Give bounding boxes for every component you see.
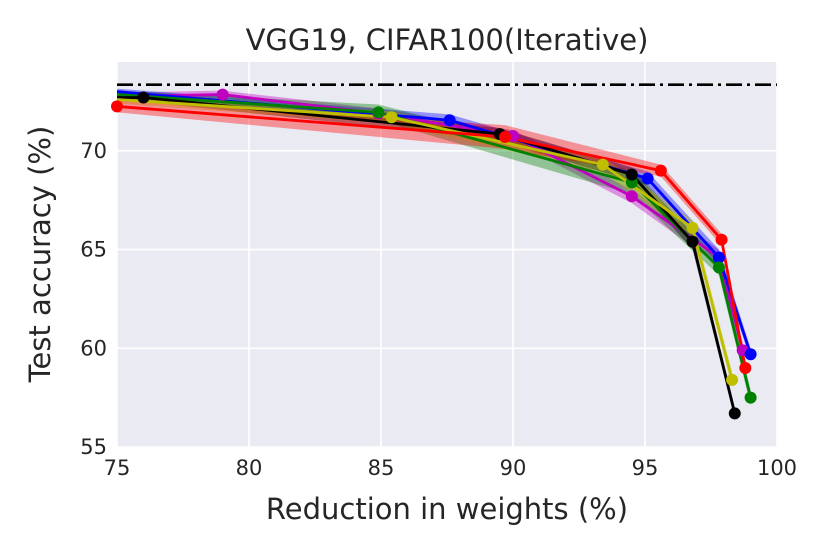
y-tick-label: 70 [80, 139, 107, 163]
y-tick-label: 65 [80, 238, 107, 262]
data-point-blue [641, 172, 654, 185]
y-axis-ticks: 55 60 65 70 [80, 139, 107, 459]
data-point-black [625, 168, 638, 181]
data-point-green [744, 391, 757, 404]
data-point-red [111, 100, 123, 113]
x-tick-label: 75 [104, 456, 131, 480]
data-point-magenta [625, 190, 638, 203]
data-point-red [715, 233, 728, 246]
data-point-green [372, 106, 385, 119]
data-point-green [712, 261, 725, 274]
chart-title: VGG19, CIFAR100(Iterative) [246, 23, 649, 57]
data-point-yellow [726, 373, 739, 386]
data-point-blue [712, 251, 725, 264]
data-point-black [686, 235, 699, 248]
data-point-yellow [596, 158, 609, 171]
data-point-yellow [385, 111, 398, 124]
data-point-red [654, 164, 667, 177]
series-band-green [117, 90, 751, 406]
data-point-yellow [686, 221, 699, 234]
x-tick-label: 90 [500, 456, 527, 480]
data-point-red [499, 131, 512, 144]
y-tick-label: 55 [80, 435, 107, 459]
data-point-black [728, 407, 741, 420]
series-points [111, 88, 757, 420]
x-tick-label: 95 [632, 456, 659, 480]
data-point-magenta [216, 88, 229, 101]
y-tick-label: 60 [80, 336, 107, 360]
data-point-blue [744, 348, 757, 361]
data-point-black [137, 91, 150, 104]
x-tick-label: 80 [236, 456, 263, 480]
x-tick-label: 100 [757, 456, 797, 480]
y-axis-label: Test accuracy (%) [23, 126, 57, 384]
data-point-red [739, 362, 752, 375]
data-point-blue [443, 114, 456, 127]
x-axis-label: Reduction in weights (%) [266, 492, 628, 526]
x-tick-label: 85 [368, 456, 395, 480]
x-axis-ticks: 75 80 85 90 95 100 [104, 456, 797, 480]
